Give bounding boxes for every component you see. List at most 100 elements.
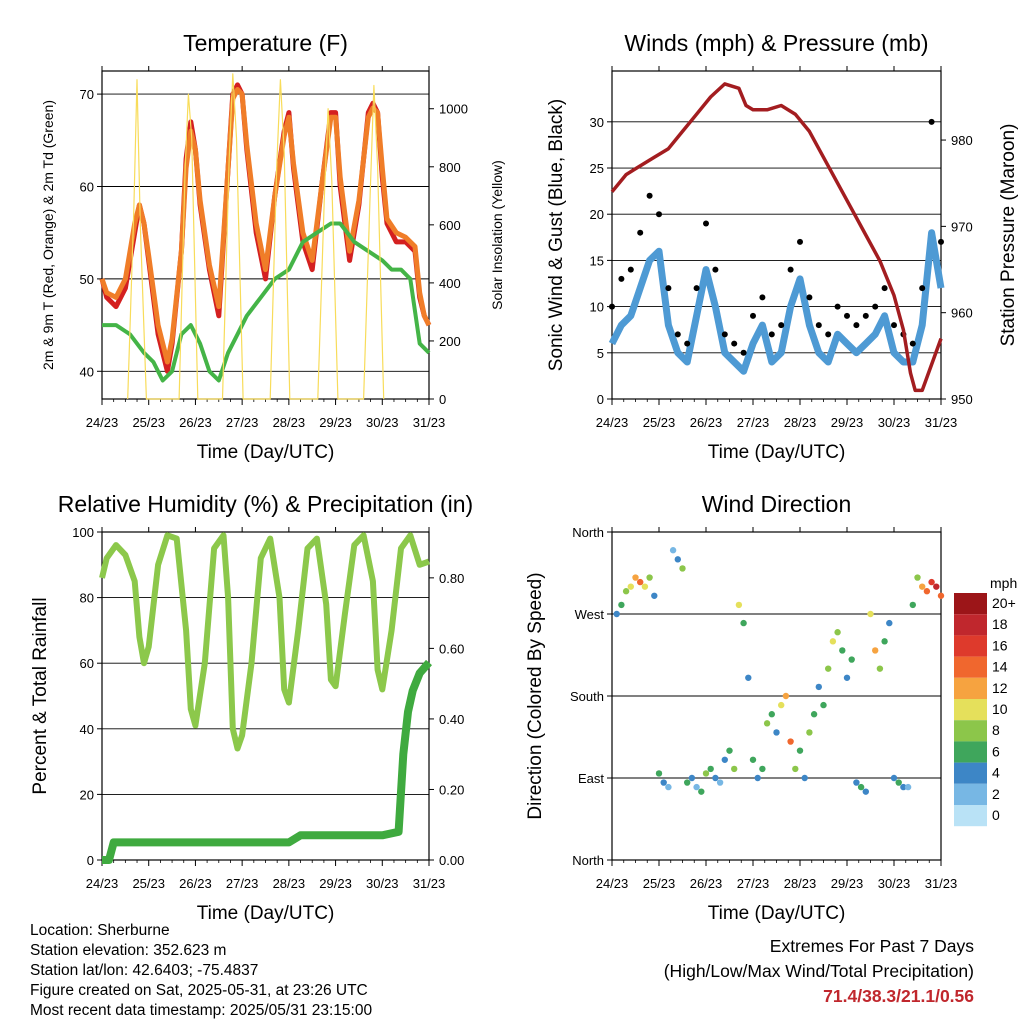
y-axis-label: 2m & 9m T (Red, Orange) & 2m Td (Green): [40, 100, 56, 370]
y2-tick-label: 0.00: [439, 853, 464, 868]
x-tick-label: 24/23: [86, 876, 119, 891]
station-elevation: Station elevation: 352.623 m: [30, 942, 227, 959]
extremes-block: Extremes For Past 7 Days (High/Low/Max W…: [664, 934, 974, 1009]
y2-tick-label: 980: [951, 133, 973, 148]
gust-point: [665, 285, 672, 292]
y-tick-label: 60: [80, 656, 94, 671]
gust-point: [646, 192, 653, 199]
gust-point: [853, 322, 860, 329]
direction-point: [684, 779, 691, 786]
x-axis-label: Time (Day/UTC): [708, 442, 846, 463]
legend-swatch: [954, 635, 987, 657]
plot-frame: [611, 531, 942, 861]
extremes-values: 71.4/38.3/21.1/0.56: [823, 986, 974, 1006]
y2-tick-label: 960: [951, 306, 973, 321]
direction-point: [933, 583, 940, 590]
gust-point: [609, 303, 615, 310]
direction-point: [787, 738, 794, 745]
direction-point: [825, 665, 832, 672]
y-tick-label: West: [575, 607, 605, 622]
x-tick-label: 26/23: [690, 415, 723, 430]
direction-point: [848, 656, 855, 663]
gust-point: [891, 322, 897, 329]
direction-point: [679, 565, 686, 572]
direction-point: [735, 601, 743, 609]
x-tick-label: 27/23: [737, 415, 770, 430]
direction-point: [731, 765, 738, 773]
direction-point: [937, 592, 945, 599]
direction-point: [632, 574, 639, 581]
direction-point: [655, 770, 663, 777]
direction-point: [641, 583, 649, 590]
gust-point: [825, 331, 832, 338]
x-tick-label: 24/23: [86, 415, 119, 430]
x-tick-label: 31/23: [413, 415, 446, 430]
y-tick-label: 25: [590, 161, 604, 176]
direction-point: [749, 756, 757, 763]
legend-swatch: [954, 656, 987, 678]
x-tick-label: 28/23: [784, 876, 817, 891]
direction-point: [820, 701, 827, 709]
gust-point: [703, 220, 709, 227]
extremes-subtitle: (High/Low/Max Wind/Total Precipitation): [663, 961, 974, 981]
legend-label: 8: [992, 722, 1000, 738]
legend-label: 4: [992, 765, 1000, 781]
legend-label: 20+: [992, 595, 1016, 611]
y-tick-label: 70: [80, 87, 94, 102]
gust-point: [938, 238, 944, 245]
station-location: Location: Sherburne: [30, 922, 170, 939]
gust-point: [768, 331, 775, 338]
direction-point: [919, 583, 926, 590]
legend-label: 14: [992, 659, 1008, 675]
x-axis-label: Time (Day/UTC): [197, 903, 335, 924]
y2-tick-label: 600: [439, 218, 461, 233]
y2-tick-label: 0: [439, 392, 446, 407]
x-tick-label: 25/23: [132, 415, 165, 430]
series-dewpoint: [102, 221, 431, 383]
x-tick-label: 29/23: [831, 876, 864, 891]
x-tick-label: 29/23: [319, 876, 352, 891]
y-tick-label: 20: [590, 207, 604, 222]
gust-point: [919, 285, 926, 292]
direction-point: [810, 711, 818, 718]
legend-label: 0: [992, 807, 1000, 823]
x-tick-label: 29/23: [319, 415, 352, 430]
y2-tick-label: 0.40: [439, 712, 464, 727]
direction-point: [773, 729, 780, 736]
gust-point: [862, 312, 869, 319]
direction-point: [698, 788, 705, 795]
direction-point: [796, 747, 804, 754]
direction-point: [782, 692, 790, 700]
chart-title: Relative Humidity (%) & Precipitation (i…: [58, 491, 473, 517]
direction-point: [660, 779, 667, 786]
series-wind: [608, 229, 945, 375]
figure-created: Figure created on Sat, 2025-05-31, at 23…: [30, 982, 368, 999]
legend-label: 6: [992, 743, 1000, 759]
x-tick-label: 25/23: [132, 876, 165, 891]
speed-legend: mph 20+ 18 16 14 12 10 8 6 4 2 0: [954, 575, 1017, 827]
x-tick-label: 31/23: [413, 876, 446, 891]
gust-point: [909, 340, 916, 347]
gust-point: [815, 322, 822, 329]
y2-axis-label: Solar Insolation (Yellow): [489, 160, 505, 310]
gust-point: [750, 312, 756, 319]
gust-point: [684, 340, 691, 347]
x-tick-label: 29/23: [831, 415, 864, 430]
gust-point: [844, 312, 850, 319]
y2-tick-label: 0.60: [439, 641, 464, 656]
chart-title: Temperature (F): [183, 30, 348, 56]
x-axis-label: Time (Day/UTC): [708, 903, 846, 924]
direction-point: [726, 747, 733, 754]
x-tick-label: 26/23: [179, 415, 212, 430]
legend-swatch: [954, 741, 987, 763]
direction-point: [702, 770, 710, 777]
direction-point: [895, 779, 902, 786]
gust-point: [656, 211, 662, 218]
x-tick-label: 31/23: [925, 876, 958, 891]
x-tick-label: 30/23: [366, 876, 399, 891]
direction-point: [740, 619, 747, 627]
humidity-chart: 0 20 40 60 80 100 24/23 25/23 26/23 27/23 28/23 29/…: [30, 491, 473, 924]
y-tick-label: 0: [87, 853, 94, 868]
direction-point: [862, 788, 869, 795]
